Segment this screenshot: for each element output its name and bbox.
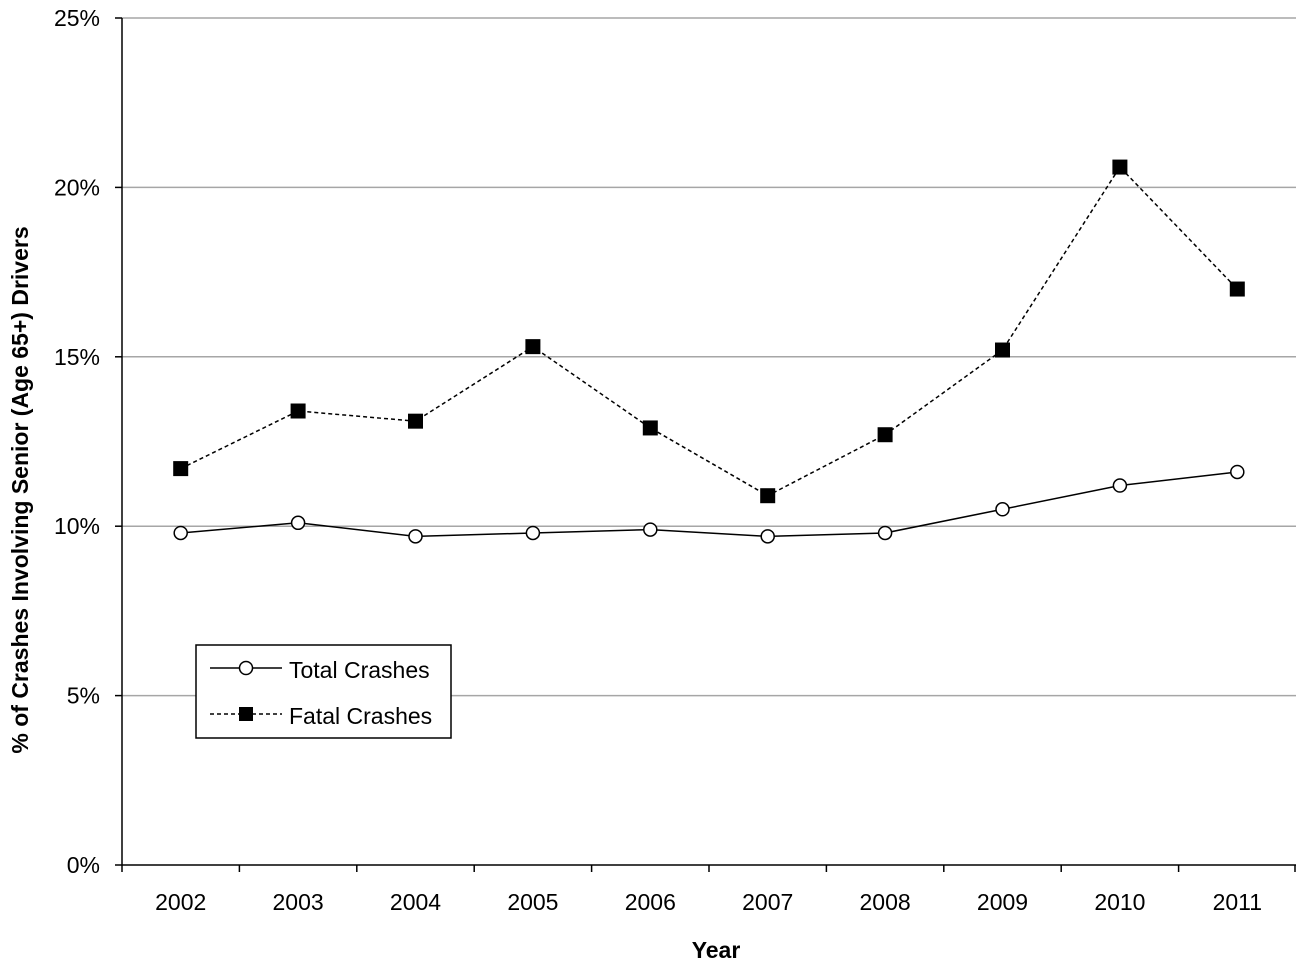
legend-box bbox=[195, 644, 452, 739]
x-axis-title: Year bbox=[692, 937, 741, 963]
x-tick-label: 2002 bbox=[155, 889, 206, 915]
y-tick-label: 15% bbox=[54, 344, 100, 370]
data-point-fatal-crashes bbox=[173, 461, 189, 477]
tick-labels: 0% 5% 10% 15% 20% 25% 2002 2003 2004 2005 2006 2007… bbox=[54, 5, 1262, 915]
series-line-total-crashes bbox=[180, 471, 1238, 538]
data-point-total-crashes bbox=[1230, 464, 1245, 480]
data-point-fatal-crashes bbox=[290, 403, 306, 419]
y-tick-label: 0% bbox=[67, 852, 100, 878]
data-point-total-crashes bbox=[408, 529, 423, 544]
data-point-fatal-crashes bbox=[1112, 159, 1128, 175]
y-tick-label: 20% bbox=[54, 174, 100, 200]
data-point-total-crashes bbox=[525, 525, 541, 541]
x-tick-label: 2011 bbox=[1213, 889, 1262, 915]
axes bbox=[115, 17, 1296, 872]
legend-fatal-crashes-label: Fatal Crashes bbox=[289, 703, 432, 729]
x-tick-label: 2009 bbox=[977, 889, 1028, 915]
y-tick-label: 10% bbox=[54, 513, 100, 539]
y-axis-title: % of Crashes Involving Senior (Age 65+) … bbox=[7, 226, 33, 753]
x-tick-label: 2006 bbox=[625, 889, 676, 915]
data-point-fatal-crashes bbox=[1229, 281, 1245, 297]
series-line-fatal-crashes bbox=[180, 165, 1238, 497]
x-tick-label: 2004 bbox=[390, 889, 441, 915]
legend-total-crashes-marker bbox=[238, 660, 254, 676]
data-point-total-crashes bbox=[760, 529, 775, 544]
x-tick-label: 2007 bbox=[742, 889, 793, 915]
data-point-total-crashes bbox=[1112, 478, 1128, 493]
data-point-fatal-crashes bbox=[877, 427, 893, 443]
gridlines bbox=[122, 17, 1296, 697]
data-point-total-crashes bbox=[173, 525, 188, 541]
y-tick-label: 25% bbox=[54, 5, 100, 31]
plot-area bbox=[173, 159, 1245, 544]
data-point-total-crashes bbox=[290, 515, 306, 531]
x-tick-label: 2003 bbox=[273, 889, 324, 915]
data-point-total-crashes bbox=[995, 502, 1010, 517]
x-tick-label: 2010 bbox=[1094, 889, 1145, 915]
y-tick-label: 5% bbox=[67, 683, 100, 709]
data-point-fatal-crashes bbox=[642, 420, 658, 436]
legend: Total Crashes Fatal Crashes bbox=[195, 644, 452, 739]
legend-total-crashes-label: Total Crashes bbox=[289, 657, 430, 683]
data-point-fatal-crashes bbox=[525, 339, 541, 355]
data-point-fatal-crashes bbox=[995, 342, 1010, 358]
x-tick-label: 2008 bbox=[860, 889, 911, 915]
data-point-total-crashes bbox=[877, 525, 893, 541]
data-point-total-crashes bbox=[643, 522, 658, 537]
legend-fatal-crashes-marker bbox=[239, 707, 253, 721]
data-point-fatal-crashes bbox=[760, 488, 776, 504]
x-tick-label: 2005 bbox=[507, 889, 558, 915]
data-point-fatal-crashes bbox=[408, 413, 423, 429]
